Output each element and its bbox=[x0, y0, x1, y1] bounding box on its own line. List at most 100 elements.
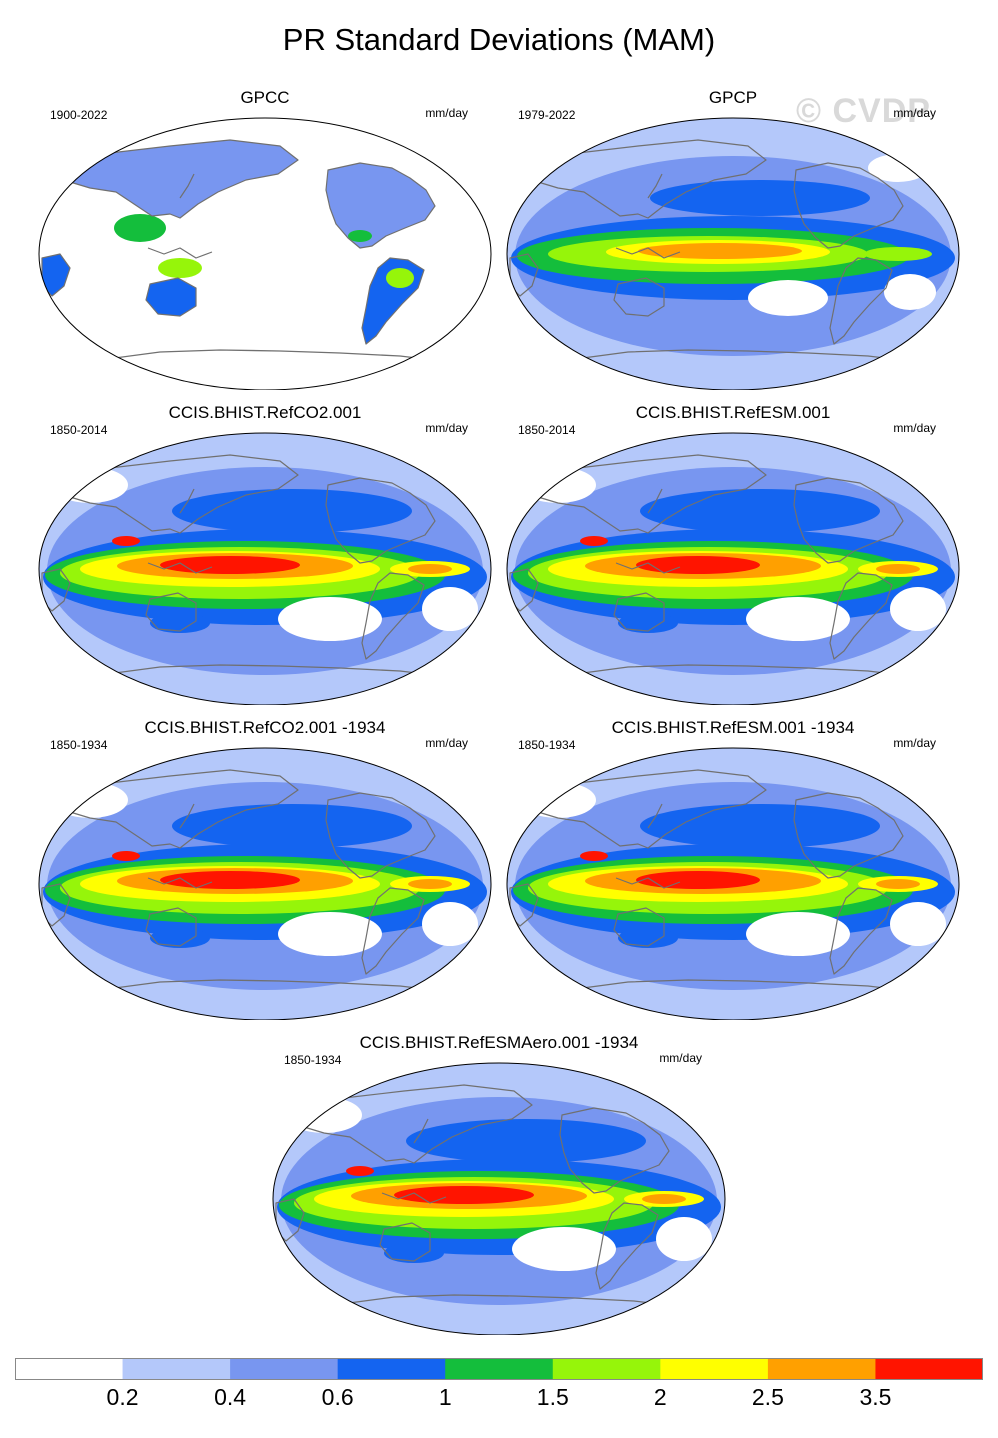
colorbar bbox=[15, 1358, 983, 1380]
maritime-continent-coastline bbox=[147, 877, 213, 889]
panel-units: mm/day bbox=[425, 736, 468, 750]
colorbar-swatch bbox=[230, 1358, 339, 1380]
southeast-pacific-dry-zone bbox=[278, 912, 382, 956]
antarctica-coastline bbox=[567, 349, 919, 363]
atlantic-core bbox=[876, 879, 920, 889]
pacific-maximum bbox=[160, 871, 300, 889]
bay-of-bengal-peak bbox=[580, 536, 608, 546]
asia-coastline bbox=[527, 139, 767, 219]
bay-of-bengal-peak bbox=[346, 1166, 374, 1176]
asia-coastline bbox=[527, 769, 767, 849]
central-asia-dry-zone bbox=[52, 467, 128, 503]
asia-coastline bbox=[59, 454, 299, 534]
panel-units: mm/day bbox=[893, 736, 936, 750]
australia-coastline bbox=[613, 277, 665, 317]
bay-of-bengal-peak bbox=[112, 851, 140, 861]
japan-coastline bbox=[647, 488, 663, 514]
colorbar-swatch bbox=[552, 1358, 661, 1380]
north-america-coastline bbox=[559, 1107, 670, 1194]
map-field bbox=[507, 433, 959, 705]
map-panel-refesm: CCIS.BHIST.RefESM.001 1850-2014 mm/day bbox=[498, 403, 968, 708]
colorbar-tick-label: 3.5 bbox=[859, 1384, 892, 1410]
asia-land-variability bbox=[60, 140, 298, 218]
southeast-pacific-dry-zone bbox=[278, 597, 382, 641]
map-panel-refesm-1934: CCIS.BHIST.RefESM.001 -1934 1850-1934 mm… bbox=[498, 718, 968, 1023]
map-panel-refco2: CCIS.BHIST.RefCO2.001 1850-2014 mm/day bbox=[30, 403, 500, 708]
japan-coastline bbox=[647, 803, 663, 829]
north-america-coastline bbox=[793, 162, 904, 249]
map-border bbox=[272, 1062, 726, 1335]
antarctica-coastline bbox=[99, 979, 451, 993]
south-pacific-convergence bbox=[150, 928, 210, 948]
maritime-continent-coastline bbox=[147, 247, 213, 259]
colorbar-swatch bbox=[660, 1358, 769, 1380]
south-america-coastline bbox=[829, 887, 893, 975]
australia-coastline bbox=[145, 277, 197, 317]
south-pacific-convergence bbox=[384, 1243, 444, 1263]
panel-units: mm/day bbox=[425, 421, 468, 435]
colorbar-frame bbox=[15, 1358, 983, 1380]
colorbar-tick-label: 1 bbox=[438, 1384, 452, 1410]
south-atlantic-dry-zone bbox=[422, 902, 478, 946]
map-field bbox=[39, 118, 491, 390]
panel-period: 1979-2022 bbox=[518, 108, 576, 122]
panel-period: 1850-1934 bbox=[284, 1053, 342, 1067]
colorbar-tick-label: 0.4 bbox=[214, 1384, 247, 1410]
precip-std-map bbox=[38, 117, 492, 390]
colorbar-tick-label: 1.5 bbox=[536, 1384, 569, 1410]
north-america-coastline bbox=[325, 162, 436, 249]
south-america-coastline bbox=[595, 1202, 659, 1290]
antarctica-coastline bbox=[333, 1294, 685, 1308]
south-pacific-convergence bbox=[618, 928, 678, 948]
panel-period: 1900-2022 bbox=[50, 108, 108, 122]
central-asia-dry-zone bbox=[520, 782, 596, 818]
southeast-pacific-dry-zone bbox=[746, 597, 850, 641]
map-field bbox=[39, 433, 491, 705]
map-border bbox=[506, 117, 960, 390]
australia-coastline bbox=[613, 592, 665, 632]
colorbar-swatch bbox=[337, 1358, 446, 1380]
japan-coastline bbox=[179, 803, 195, 829]
north-america-coastline bbox=[793, 477, 904, 564]
panel-units: mm/day bbox=[893, 106, 936, 120]
atlantic-core bbox=[642, 1194, 686, 1204]
australia-land-variability bbox=[146, 278, 196, 316]
map-border bbox=[38, 117, 492, 390]
map-border bbox=[506, 432, 960, 705]
colorbar-swatch bbox=[122, 1358, 231, 1380]
southeast-pacific-dry-zone bbox=[512, 1227, 616, 1271]
map-field bbox=[273, 1063, 725, 1335]
antarctica-coastline bbox=[567, 979, 919, 993]
japan-coastline bbox=[413, 1118, 429, 1144]
colorbar-swatch bbox=[875, 1358, 983, 1380]
pacific-maximum bbox=[160, 556, 300, 574]
panel-title: GPCC bbox=[240, 88, 290, 107]
maritime-continent-coastline bbox=[615, 562, 681, 574]
map-panel-gpcp: GPCP 1979-2022 mm/day bbox=[498, 88, 968, 393]
colorbar-tick-label: 0.6 bbox=[321, 1384, 354, 1410]
north-pacific-storm-track bbox=[640, 489, 880, 533]
panel-title: CCIS.BHIST.RefESM.001 bbox=[635, 403, 831, 422]
precip-std-map bbox=[506, 432, 960, 705]
panel-units: mm/day bbox=[893, 421, 936, 435]
south-america-coastline bbox=[829, 257, 893, 345]
maritime-continent-maximum bbox=[158, 258, 202, 278]
south-atlantic-dry-zone bbox=[890, 587, 946, 631]
bay-of-bengal-peak bbox=[580, 851, 608, 861]
maritime-continent-coastline bbox=[615, 877, 681, 889]
panel-period: 1850-1934 bbox=[50, 738, 108, 752]
pacific-maximum bbox=[636, 871, 760, 889]
map-field bbox=[507, 748, 959, 1020]
panel-period: 1850-1934 bbox=[518, 738, 576, 752]
maritime-continent-coastline bbox=[147, 562, 213, 574]
maritime-continent-coastline bbox=[381, 1192, 447, 1204]
north-pacific-storm-track bbox=[406, 1119, 646, 1163]
maritime-continent-coastline bbox=[615, 247, 681, 259]
asia-coastline bbox=[59, 139, 299, 219]
map-border bbox=[38, 747, 492, 1020]
asia-coastline bbox=[59, 769, 299, 849]
asia-coastline bbox=[527, 454, 767, 534]
north-pacific-storm-track bbox=[650, 180, 870, 216]
precip-std-map bbox=[38, 432, 492, 705]
north-america-coastline bbox=[325, 477, 436, 564]
